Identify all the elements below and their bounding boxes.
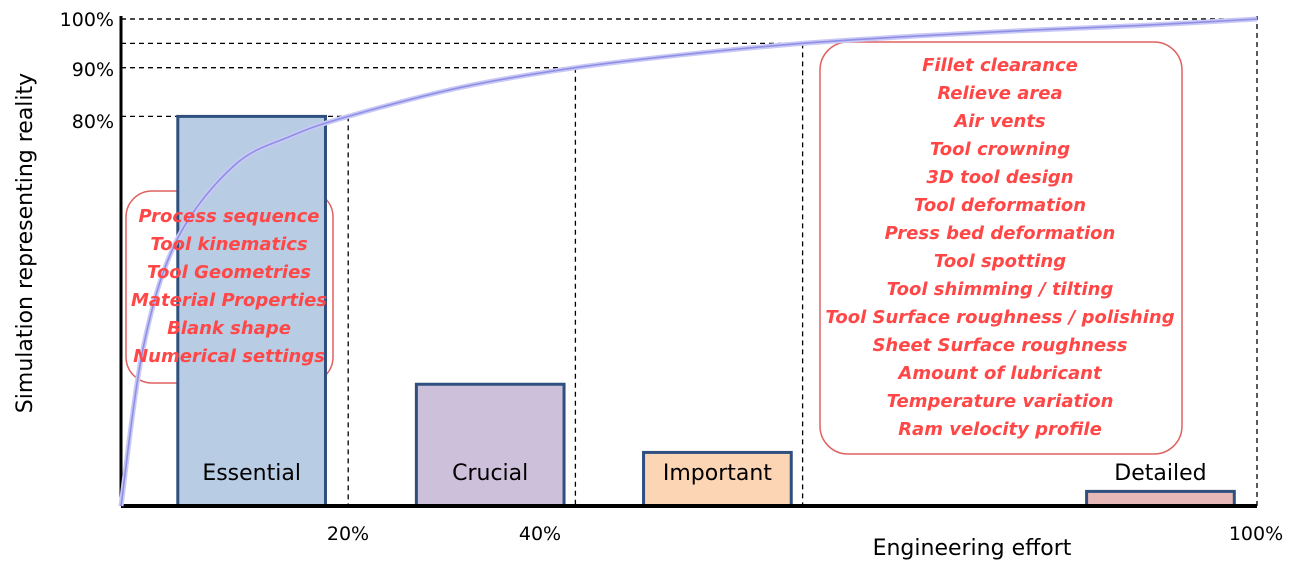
bar-crucial: [414, 382, 566, 508]
detailed-factors-item: Ram velocity profile: [898, 419, 1102, 440]
detailed-factors-item: 3D tool design: [926, 167, 1073, 188]
essential-factors-item: Numerical settings: [133, 346, 325, 367]
y-tick-100: 100%: [60, 9, 114, 31]
detailed-factors-item: Air vents: [952, 111, 1046, 132]
essential-factors-item: Process sequence: [139, 206, 320, 227]
essential-factors-item: Material Properties: [131, 290, 327, 311]
detailed-factors-item: Tool deformation: [914, 195, 1086, 216]
x-tick-40: 40%: [519, 523, 561, 545]
x-tick-20: 20%: [327, 523, 369, 545]
bar-label-detailed: Detailed: [1114, 461, 1206, 486]
detailed-factors-item: Fillet clearance: [922, 55, 1078, 76]
essential-factors-item: Tool Geometries: [147, 262, 311, 283]
detailed-factors-item: Tool spotting: [934, 251, 1066, 272]
y-axis-label: Simulation representing reality: [13, 73, 38, 413]
bar-important: [642, 450, 793, 508]
detailed-factors-item: Temperature variation: [887, 391, 1114, 412]
detailed-factors-item: Amount of lubricant: [896, 363, 1103, 384]
bar-label-important: Important: [663, 461, 772, 486]
bar-label-crucial: Crucial: [452, 461, 528, 486]
detailed-factors-item: Press bed deformation: [885, 223, 1116, 244]
bar-label-essential: Essential: [202, 461, 301, 486]
y-tick-80: 80%: [72, 111, 114, 133]
detailed-factors-box: [819, 41, 1183, 455]
y-tick-90: 90%: [72, 59, 114, 81]
effort-curve: [120, 18, 1258, 507]
bar-essential: [176, 114, 327, 508]
x-axis-label: Engineering effort: [873, 536, 1072, 561]
essential-factors-item: Blank shape: [167, 318, 291, 339]
bar-detailed: [1085, 489, 1236, 508]
detailed-factors-item: Sheet Surface roughness: [872, 335, 1127, 356]
detailed-factors-item: Tool Surface roughness / polishing: [825, 307, 1174, 328]
detailed-factors-item: Tool crowning: [930, 139, 1070, 160]
detailed-factors-item: Relieve area: [937, 83, 1062, 104]
detailed-factors-item: Tool shimming / tilting: [887, 279, 1114, 300]
essential-factors-item: Tool kinematics: [150, 234, 308, 255]
x-tick-100: 100%: [1229, 523, 1283, 545]
